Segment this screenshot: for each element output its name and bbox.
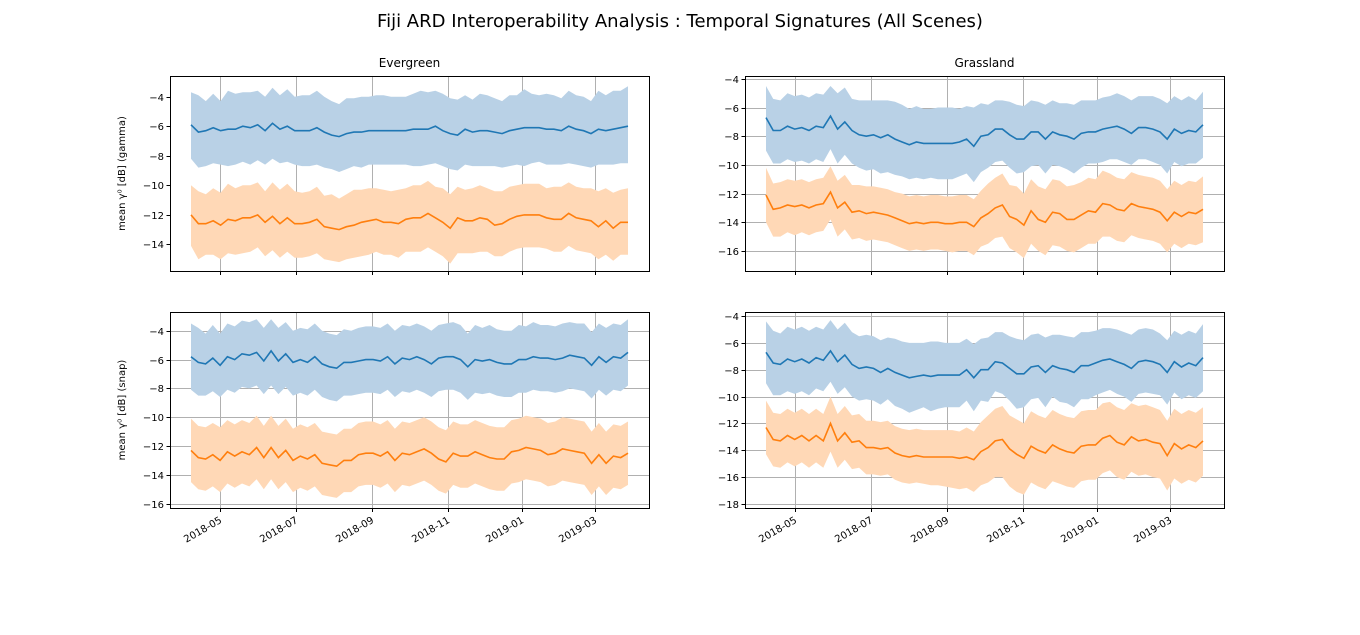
y-tick-label: −10 <box>143 181 164 192</box>
orange-std-band <box>191 180 628 264</box>
y-tick-label: −12 <box>718 419 739 430</box>
y-tick-label: −16 <box>143 500 164 511</box>
x-tick-label: 2019-03 <box>557 515 599 545</box>
orange-std-band <box>191 415 628 498</box>
y-tick-label: −6 <box>724 104 739 115</box>
y-tick-label: −12 <box>143 442 164 453</box>
figure-title: Fiji ARD Interoperability Analysis : Tem… <box>377 11 983 32</box>
y-tick-label: −10 <box>718 161 739 172</box>
blue-mean-line <box>765 114 1204 148</box>
orange-mean-line <box>190 446 629 468</box>
y-tick-label: −10 <box>143 413 164 424</box>
orange-mean-line <box>765 421 1204 461</box>
blue-std-band <box>766 320 1203 413</box>
x-tick-label: 2018-07 <box>258 515 300 545</box>
panel-grassland-snap: −4 −6 −8 −10 −12 −14 −16 −18 2018-05 2018-07 2018-… <box>718 312 1225 545</box>
y-tick-label: −4 <box>724 312 739 323</box>
y-tick-label: −16 <box>718 247 739 258</box>
panel-evergreen-snap: −4 −6 −8 −10 −12 −14 −16 2018-05 2018-07 2018-09 2… <box>117 312 650 545</box>
y-tick-label: −12 <box>718 190 739 201</box>
panel-title: Evergreen <box>379 56 440 70</box>
x-tick-label: 2018-09 <box>909 515 951 545</box>
blue-std-band <box>766 86 1203 183</box>
x-tick-label: 2019-01 <box>484 515 526 545</box>
blue-mean-line <box>190 349 629 370</box>
y-tick-label: −6 <box>724 339 739 350</box>
y-tick-label: −14 <box>143 240 164 251</box>
y-tick-label: −16 <box>718 473 739 484</box>
blue-mean-line <box>190 122 629 138</box>
y-tick-label: −8 <box>149 152 164 163</box>
x-tick-label: 2019-03 <box>1132 515 1174 545</box>
y-tick-label: −18 <box>718 500 739 511</box>
axes-frame <box>745 76 1225 272</box>
y-axis-label: mean γ⁰ [dB] (gamma) <box>117 116 128 231</box>
x-tick-label: 2018-11 <box>985 515 1027 545</box>
orange-std-band <box>766 166 1203 259</box>
panel-grassland-gamma: −4 −6 −8 −10 −12 −14 −16 Grassland <box>718 56 1225 275</box>
x-tick-label: 2019-01 <box>1059 515 1101 545</box>
y-axis-label: mean γ⁰ [dB] (snap) <box>117 360 128 461</box>
axes-frame <box>170 76 650 272</box>
y-tick-label: −14 <box>718 218 739 229</box>
y-tick-label: −14 <box>143 471 164 482</box>
y-tick-label: −10 <box>718 393 739 404</box>
y-tick-label: −4 <box>724 75 739 86</box>
orange-std-band <box>766 396 1203 495</box>
x-tick-label: 2018-07 <box>833 515 875 545</box>
x-tick-label: 2018-05 <box>182 515 224 545</box>
y-tick-label: −8 <box>149 384 164 395</box>
x-tick-label: 2018-11 <box>410 515 452 545</box>
blue-mean-line <box>765 349 1204 380</box>
y-tick-label: −8 <box>724 366 739 377</box>
y-tick-label: −4 <box>149 93 164 104</box>
axes-frame <box>170 312 650 509</box>
x-tick-label: 2018-05 <box>757 515 799 545</box>
y-tick-label: −12 <box>143 211 164 222</box>
orange-mean-line <box>190 212 628 231</box>
y-tick-label: −6 <box>149 122 164 133</box>
panel-title: Grassland <box>955 56 1015 70</box>
y-tick-label: −14 <box>718 446 739 457</box>
x-tick-label: 2018-09 <box>334 515 376 545</box>
axes-frame <box>745 312 1225 509</box>
y-tick-label: −4 <box>149 327 164 338</box>
orange-mean-line <box>765 190 1204 228</box>
y-tick-label: −8 <box>724 132 739 143</box>
panel-evergreen-gamma: −4 −6 −8 −10 −12 −14 Evergreen mean γ⁰ [dB] (ga… <box>117 56 650 275</box>
y-tick-label: −6 <box>149 356 164 367</box>
